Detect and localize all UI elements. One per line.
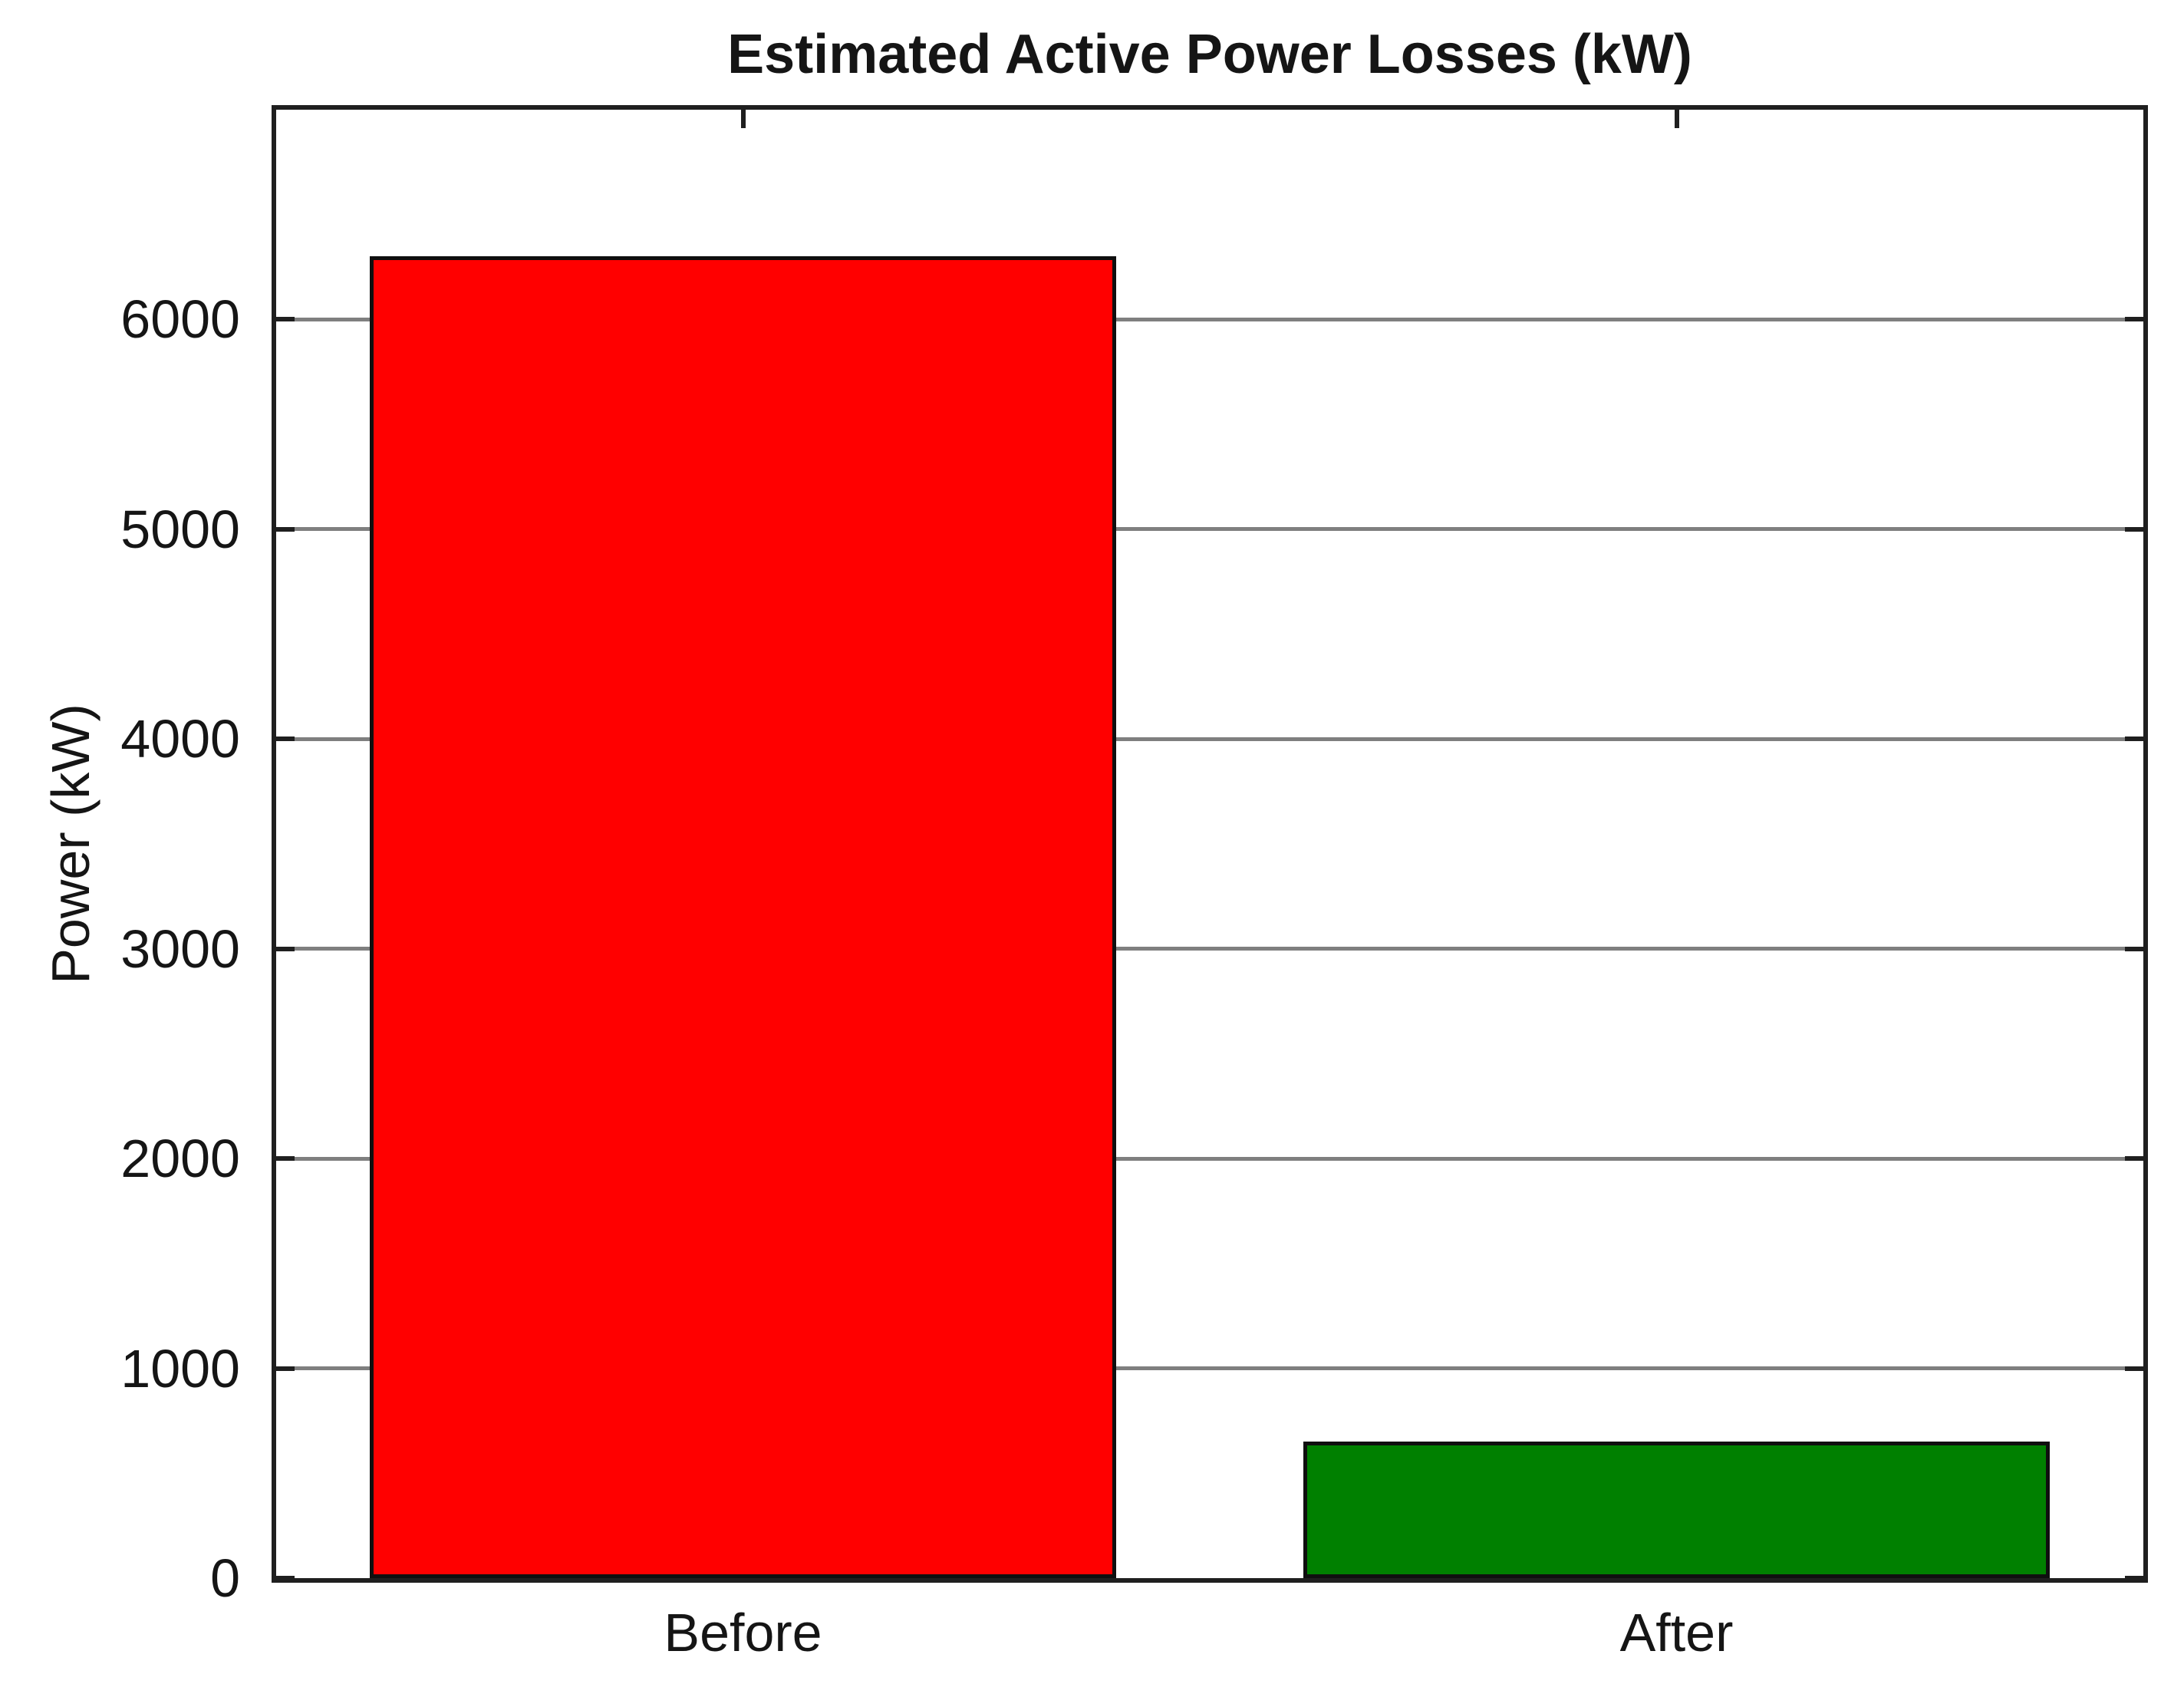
y-tick-mark bbox=[276, 526, 295, 532]
y-tick-mark bbox=[276, 737, 295, 742]
y-tick-label: 3000 bbox=[120, 918, 240, 979]
y-axis-label: Power (kW) bbox=[41, 704, 100, 984]
y-gridline bbox=[276, 1366, 2143, 1371]
chart-title: Estimated Active Power Losses (kW) bbox=[727, 24, 1692, 85]
x-tick-mark bbox=[740, 110, 746, 128]
y-tick-mark bbox=[2125, 1576, 2143, 1580]
y-tick-mark bbox=[276, 1156, 295, 1162]
y-gridline bbox=[276, 527, 2143, 532]
y-tick-mark bbox=[276, 1366, 295, 1371]
y-tick-mark bbox=[276, 946, 295, 951]
y-tick-mark bbox=[2125, 317, 2143, 322]
y-gridline bbox=[276, 947, 2143, 951]
y-tick-label: 1000 bbox=[120, 1338, 240, 1399]
y-tick-label: 0 bbox=[210, 1548, 240, 1608]
y-tick-mark bbox=[2125, 1156, 2143, 1162]
bar-after bbox=[1303, 1442, 2051, 1578]
y-tick-mark bbox=[2125, 526, 2143, 532]
bar-before bbox=[369, 256, 1117, 1578]
y-tick-label: 2000 bbox=[120, 1129, 240, 1189]
y-gridline bbox=[276, 737, 2143, 741]
y-tick-label: 4000 bbox=[120, 709, 240, 769]
y-gridline bbox=[276, 1156, 2143, 1161]
y-tick-mark bbox=[276, 1576, 295, 1580]
y-tick-label: 6000 bbox=[120, 289, 240, 350]
x-tick-label: Before bbox=[664, 1603, 822, 1663]
y-tick-mark bbox=[276, 317, 295, 322]
plot-area bbox=[272, 105, 2148, 1583]
y-tick-mark bbox=[2125, 946, 2143, 951]
y-tick-mark bbox=[2125, 737, 2143, 742]
y-tick-label: 5000 bbox=[120, 499, 240, 559]
y-tick-mark bbox=[2125, 1366, 2143, 1371]
x-tick-label: After bbox=[1619, 1603, 1734, 1663]
y-gridline bbox=[276, 317, 2143, 321]
x-tick-mark bbox=[1674, 110, 1679, 128]
